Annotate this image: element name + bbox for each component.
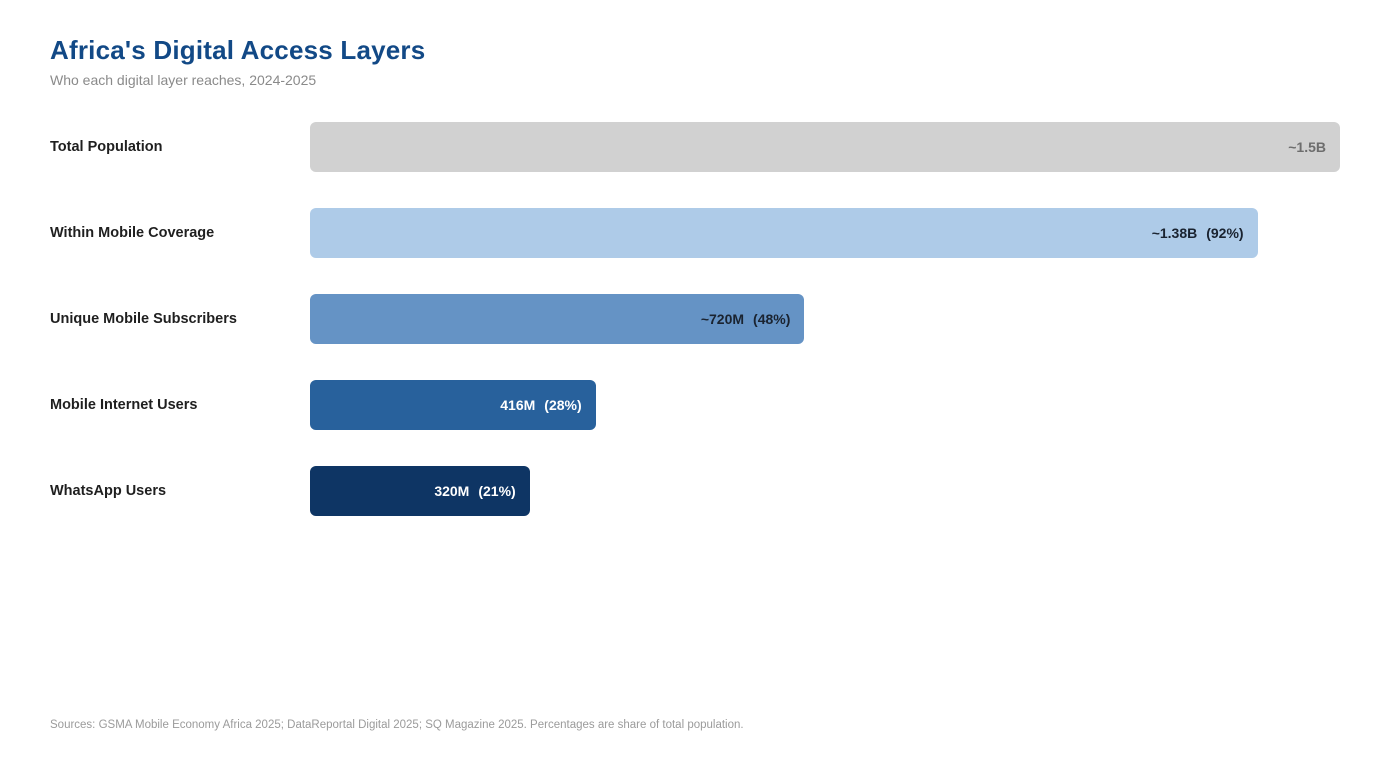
bar-value-label: ~1.5B	[1288, 139, 1326, 155]
page-subtitle: Who each digital layer reaches, 2024-202…	[50, 72, 317, 88]
chart-row: Within Mobile Coverage ~1.38B (92%)	[50, 208, 1340, 258]
bar-pct-label: (92%)	[1206, 225, 1244, 241]
page-title: Africa's Digital Access Layers	[50, 35, 426, 65]
chart-header: Africa's Digital Access Layers Who each …	[0, 0, 1400, 88]
chart-row: WhatsApp Users 320M (21%)	[50, 466, 1340, 516]
bar-pct-label: (21%)	[478, 483, 516, 499]
bar-pct-label: (48%)	[753, 311, 791, 327]
bar-value-label: ~720M	[700, 311, 745, 327]
bar-value-label: 416M	[500, 397, 536, 413]
row-label: WhatsApp Users	[50, 483, 167, 499]
bar: 320M (21%)	[310, 466, 530, 516]
bar-track: ~1.38B (92%)	[310, 208, 1340, 258]
bar-track: ~1.5B	[310, 122, 1340, 172]
bar-value-label: ~1.38B	[1151, 225, 1198, 241]
row-label: Unique Mobile Subscribers	[50, 311, 237, 327]
bar-track: ~720M (48%)	[310, 294, 1340, 344]
bar: 416M (28%)	[310, 380, 596, 430]
chart-row: Total Population ~1.5B	[50, 122, 1340, 172]
bar: ~1.5B	[310, 122, 1340, 172]
bar-value-label: 320M	[434, 483, 470, 499]
bar-track: 416M (28%)	[310, 380, 1340, 430]
sources-note: Sources: GSMA Mobile Economy Africa 2025…	[50, 719, 744, 731]
bar-pct-label: (28%)	[544, 397, 582, 413]
bar-chart: Total Population ~1.5B Within Mobile Cov…	[50, 122, 1340, 516]
bar: ~720M (48%)	[310, 294, 805, 344]
bar: ~1.38B (92%)	[310, 208, 1258, 258]
row-label: Within Mobile Coverage	[50, 225, 215, 241]
chart-row: Mobile Internet Users 416M (28%)	[50, 380, 1340, 430]
chart-row: Unique Mobile Subscribers ~720M (48%)	[50, 294, 1340, 344]
row-label: Mobile Internet Users	[50, 397, 198, 413]
row-label: Total Population	[50, 139, 163, 155]
bar-track: 320M (21%)	[310, 466, 1340, 516]
